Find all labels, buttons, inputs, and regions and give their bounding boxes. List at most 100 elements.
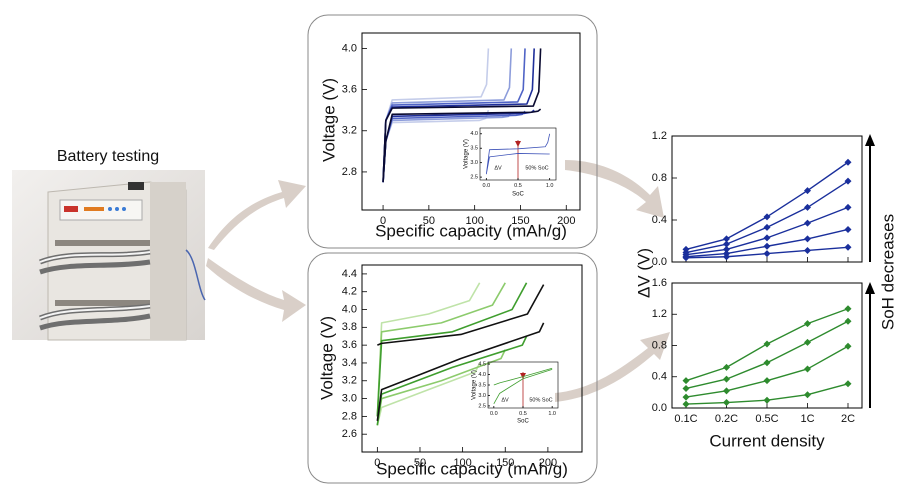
data-point <box>844 158 852 166</box>
y-tick-label: 3.0 <box>478 393 486 399</box>
trend-arrow-head <box>865 134 875 146</box>
data-point <box>844 305 852 313</box>
y-tick-label: 3.2 <box>342 375 357 387</box>
data-point <box>763 359 771 367</box>
y-tick-label: 4.0 <box>342 42 357 54</box>
x-axis-label: Current density <box>709 431 825 450</box>
trend-arrow-head <box>865 282 875 294</box>
x-axis-label: SoC <box>517 419 529 425</box>
data-point <box>723 387 730 395</box>
y-tick-label: 2.5 <box>478 403 486 409</box>
panel-frame <box>307 252 598 484</box>
x-tick-label: 0.5 <box>514 183 522 189</box>
soc-arrow <box>515 141 521 147</box>
data-point <box>804 187 811 195</box>
series-line <box>382 48 542 183</box>
y-tick-label: 3.2 <box>342 125 357 137</box>
data-point <box>723 375 730 383</box>
data-point <box>763 340 771 348</box>
data-point <box>723 245 730 253</box>
plot-frame <box>361 264 583 453</box>
soc-arrow <box>520 373 526 379</box>
y-tick-label: 2.8 <box>342 410 357 422</box>
x-tick-label: 100 <box>453 457 471 469</box>
y-axis-label: Voltage (V) <box>317 316 336 400</box>
panel-frame <box>307 14 598 249</box>
data-point <box>682 254 690 262</box>
data-point <box>844 203 852 211</box>
data-point <box>844 177 852 185</box>
data-point <box>844 225 852 233</box>
y-tick-label: 1.2 <box>652 308 667 320</box>
x-tick-label: 200 <box>539 457 557 469</box>
y-tick-label: 0.4 <box>652 214 667 226</box>
y-tick-label: 3.4 <box>342 357 357 369</box>
x-axis-label: Specific capacity (mAh/g) <box>376 459 568 478</box>
x-tick-label: 0 <box>374 457 380 469</box>
annotation: 50% SoC <box>525 165 548 171</box>
y-tick-label: 0.8 <box>652 339 667 351</box>
x-tick-label: 0.0 <box>483 183 491 189</box>
y-axis-label: Voltage (V) <box>464 139 470 169</box>
y-tick-label: 4.0 <box>470 131 478 137</box>
x-tick-label: 50 <box>423 215 435 227</box>
x-tick-label: 0.2C <box>715 413 738 425</box>
data-point <box>804 246 811 254</box>
series-line <box>376 282 528 426</box>
data-point <box>763 377 771 385</box>
y-tick-label: 2.5 <box>470 175 478 181</box>
y-tick-label: 4.0 <box>342 303 357 315</box>
y-tick-label: 3.0 <box>470 160 478 166</box>
annotation: ΔV <box>494 165 502 171</box>
x-axis-label: Specific capacity (mAh/g) <box>375 221 567 240</box>
y-axis-label: ΔV (V) <box>634 248 653 298</box>
annotation: ΔV <box>501 397 509 403</box>
y-tick-label: 2.8 <box>342 166 357 178</box>
data-point <box>804 235 811 243</box>
y-tick-label: 4.4 <box>342 268 357 280</box>
x-tick-label: 200 <box>557 215 575 227</box>
data-point <box>804 338 811 346</box>
data-point <box>763 234 771 242</box>
data-point <box>763 242 771 250</box>
data-point <box>682 377 690 385</box>
data-point <box>804 203 811 211</box>
x-tick-label: 0.1C <box>674 413 697 425</box>
data-point <box>763 250 771 258</box>
y-tick-label: 3.8 <box>342 321 357 333</box>
data-point <box>763 213 771 221</box>
series-line <box>376 284 545 421</box>
x-tick-label: 150 <box>496 457 514 469</box>
plot-frame <box>361 32 581 211</box>
data-point <box>804 391 811 399</box>
data-point <box>804 365 811 373</box>
y-tick-label: 4.5 <box>478 362 486 368</box>
x-tick-label: 1C <box>800 413 814 425</box>
y-tick-label: 0.4 <box>652 371 667 383</box>
y-tick-label: 3.5 <box>478 382 486 388</box>
y-axis-label: Voltage (V) <box>472 370 478 400</box>
series-line <box>685 345 849 398</box>
y-tick-label: 2.6 <box>342 428 357 440</box>
data-point <box>844 243 852 251</box>
x-tick-label: 0.5 <box>519 411 527 417</box>
y-tick-label: 0.8 <box>652 172 667 184</box>
data-point <box>682 400 690 408</box>
y-tick-label: 0.0 <box>652 402 667 414</box>
series-line <box>493 367 553 405</box>
x-tick-label: 50 <box>414 457 426 469</box>
battery-photo <box>12 170 206 341</box>
data-point <box>723 235 730 243</box>
x-tick-label: 1.0 <box>546 183 554 189</box>
data-point <box>804 320 811 328</box>
x-tick-label: 150 <box>511 215 529 227</box>
x-tick-label: 0 <box>380 215 386 227</box>
data-point <box>723 399 730 407</box>
y-tick-label: 1.2 <box>652 130 667 142</box>
data-point <box>844 342 852 350</box>
soh-label: SoH decreases <box>878 214 897 330</box>
data-point <box>844 317 852 325</box>
flow-arrows <box>206 160 670 402</box>
data-point <box>763 396 771 404</box>
